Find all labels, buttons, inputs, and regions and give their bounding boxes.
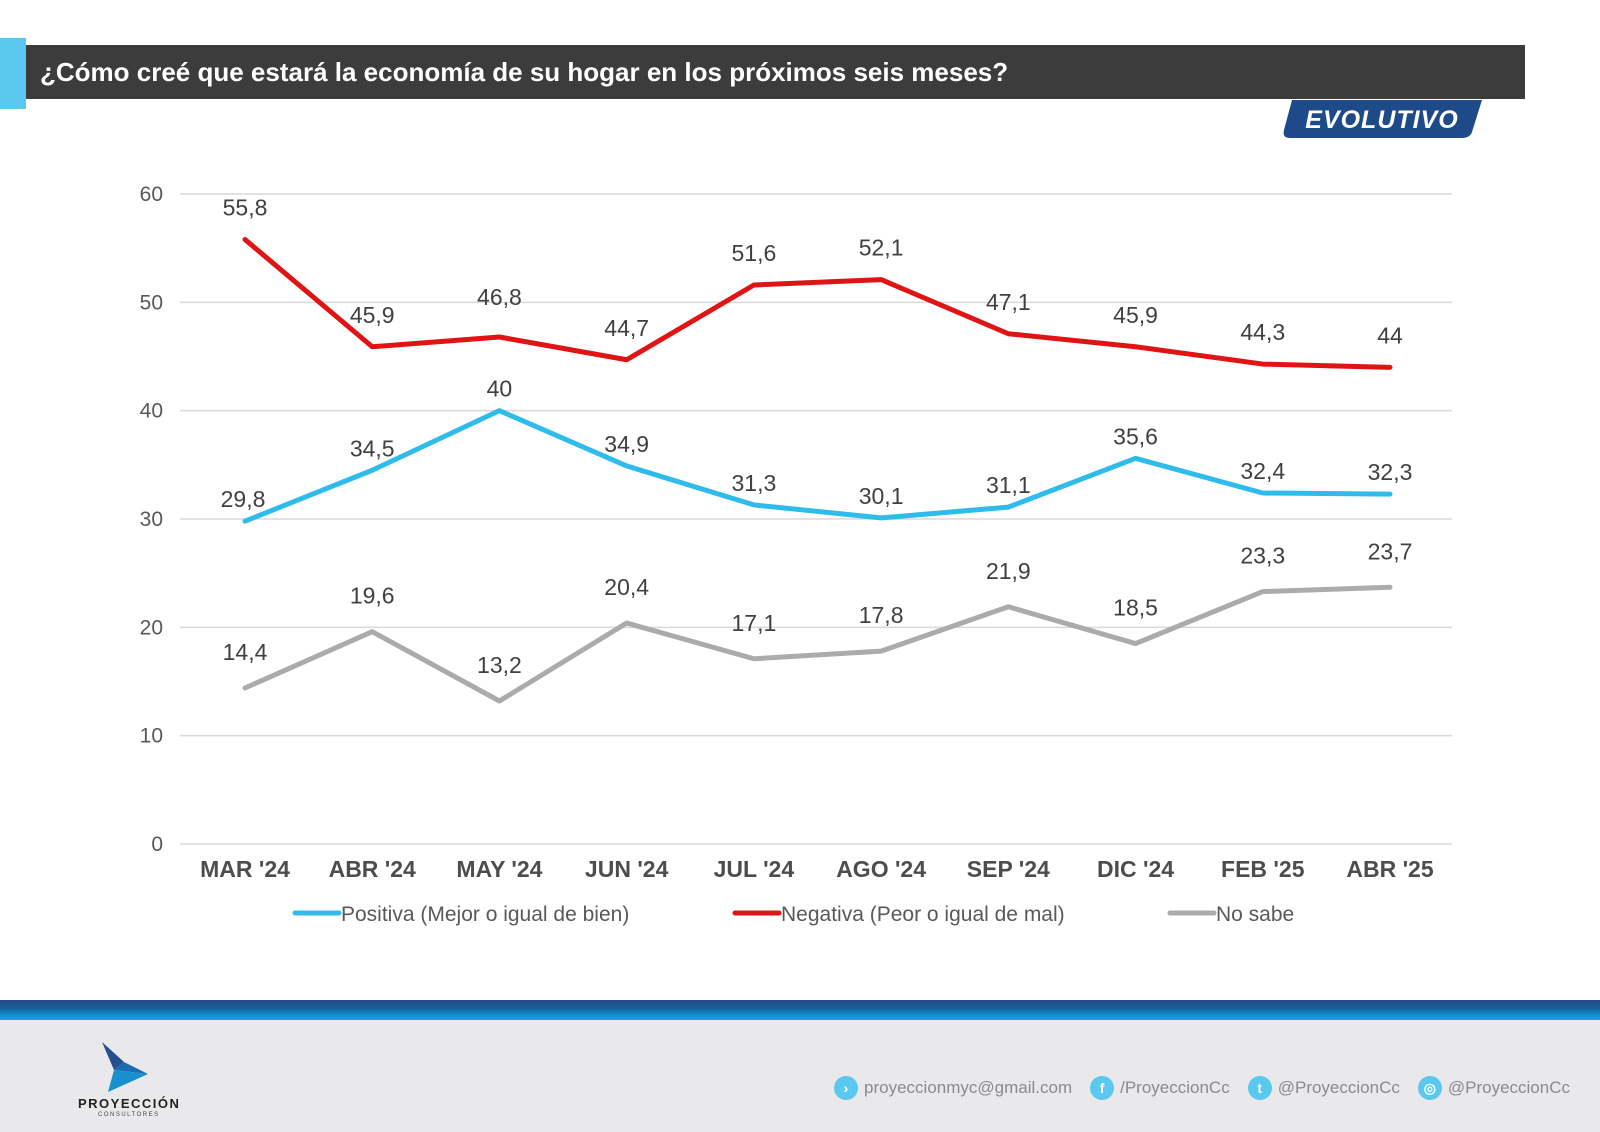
data-label: 34,5 [350,435,395,461]
x-tick-label: MAY '24 [456,856,542,882]
badge-label: EVOLUTIVO [1305,106,1459,134]
x-tick-label: AGO '24 [836,856,926,882]
footer-stripe [0,1000,1600,1020]
data-label: 31,1 [986,472,1031,498]
brand-name: PROYECCIÓN [78,1096,181,1111]
y-tick-label: 10 [140,725,163,748]
series-line-0 [242,408,1393,524]
data-label: 45,9 [1113,302,1158,328]
proyeccion-logo: PROYECCIÓN CONSULTORES [70,1040,180,1130]
x-tick-label: ABR '25 [1346,856,1433,882]
data-label: 17,8 [859,602,904,628]
contact-email-text: proyeccionmyc@gmail.com [864,1078,1073,1097]
data-label: 17,1 [732,610,777,636]
y-tick-label: 30 [140,508,163,531]
series-line-1 [242,237,1393,370]
brand-subtitle: CONSULTORES [98,1112,160,1118]
data-label: 44,3 [1240,319,1285,345]
y-tick-label: 20 [140,616,163,639]
data-label: 29,8 [221,486,266,512]
data-labels: 29,8 34,5 40 34,9 31,3 30,1 31,1 35,6 32,4 32,3 55… [221,195,1413,679]
contact-facebook-text: /ProyeccionCc [1120,1078,1230,1097]
data-label: 20,4 [604,574,649,600]
data-label: 30,1 [859,483,904,509]
y-tick-label: 40 [140,400,163,423]
y-tick-label: 0 [151,833,163,856]
data-label: 35,6 [1113,423,1158,449]
x-tick-label: JUL '24 [714,856,795,882]
data-label: 52,1 [859,235,904,261]
email-arrow-icon: › [834,1076,859,1100]
data-label: 14,4 [223,639,268,665]
y-tick-label: 60 [140,183,163,206]
data-label: 19,6 [350,583,395,609]
legend-label: Negativa (Peor o igual de mal) [781,903,1065,926]
data-label: 31,3 [732,470,777,496]
page-title: ¿Cómo creé que estará la economía de su … [40,57,1009,87]
instagram-icon: ◎ [1417,1076,1442,1100]
badge-shape [1283,100,1482,138]
series-lines [242,237,1393,704]
data-label: 55,8 [223,195,268,221]
data-label: 13,2 [477,652,522,678]
gridlines [180,193,1452,845]
contact-twitter[interactable]: t @ProyeccionCc [1247,1076,1400,1100]
data-label: 45,9 [350,302,395,328]
y-tick-label: 50 [140,291,163,314]
contact-facebook[interactable]: f /ProyeccionCc [1090,1076,1230,1100]
x-tick-label: DIC '24 [1097,856,1174,882]
contact-instagram[interactable]: ◎ @ProyeccionCc [1417,1076,1570,1100]
data-label: 51,6 [732,240,777,266]
data-label: 40 [487,376,513,402]
x-tick-label: JUN '24 [585,856,669,882]
x-tick-label: SEP '24 [967,856,1050,882]
data-label: 32,3 [1368,459,1413,485]
data-label: 21,9 [986,558,1031,584]
data-label: 46,8 [477,284,522,310]
data-label: 44,7 [604,315,649,341]
x-axis-ticks: MAR '24 ABR '24 MAY '24 JUN '24 JUL '24 AGO '… [200,856,1434,882]
evolutivo-badge: EVOLUTIVO [1282,100,1482,138]
x-tick-label: FEB '25 [1221,856,1305,882]
y-axis-ticks: 0 10 20 30 40 50 60 [140,183,163,856]
logo-arrow-icon [102,1042,148,1092]
accent-bar [0,38,26,109]
data-label: 44 [1377,322,1403,348]
title-bar: ¿Cómo creé que estará la economía de su … [26,45,1525,99]
contact-list: › proyeccionmyc@gmail.com f /ProyeccionC… [834,1076,1570,1100]
line-chart: 0 10 20 30 40 50 60 MAR '24 ABR '24 MAY '24 JUN '… [140,183,1452,926]
legend-label: No sabe [1216,903,1294,926]
data-label: 23,3 [1240,543,1285,569]
data-label: 47,1 [986,289,1031,315]
contact-instagram-text: @ProyeccionCc [1447,1078,1570,1097]
x-tick-label: MAR '24 [200,856,290,882]
twitter-icon: t [1247,1076,1272,1100]
data-label: 23,7 [1368,538,1413,564]
data-label: 34,9 [604,431,649,457]
data-label: 32,4 [1240,458,1285,484]
legend: Positiva (Mejor o igual de bien) Negativa… [292,903,1294,926]
legend-label: Positiva (Mejor o igual de bien) [341,903,629,926]
data-label: 18,5 [1113,595,1158,621]
contact-email[interactable]: › proyeccionmyc@gmail.com [834,1076,1072,1100]
facebook-icon: f [1090,1076,1115,1100]
footer: PROYECCIÓN CONSULTORES › proyeccionmyc@g… [0,1020,1600,1132]
contact-twitter-text: @ProyeccionCc [1277,1078,1400,1097]
x-tick-label: ABR '24 [329,856,416,882]
series-line-2 [242,584,1393,704]
